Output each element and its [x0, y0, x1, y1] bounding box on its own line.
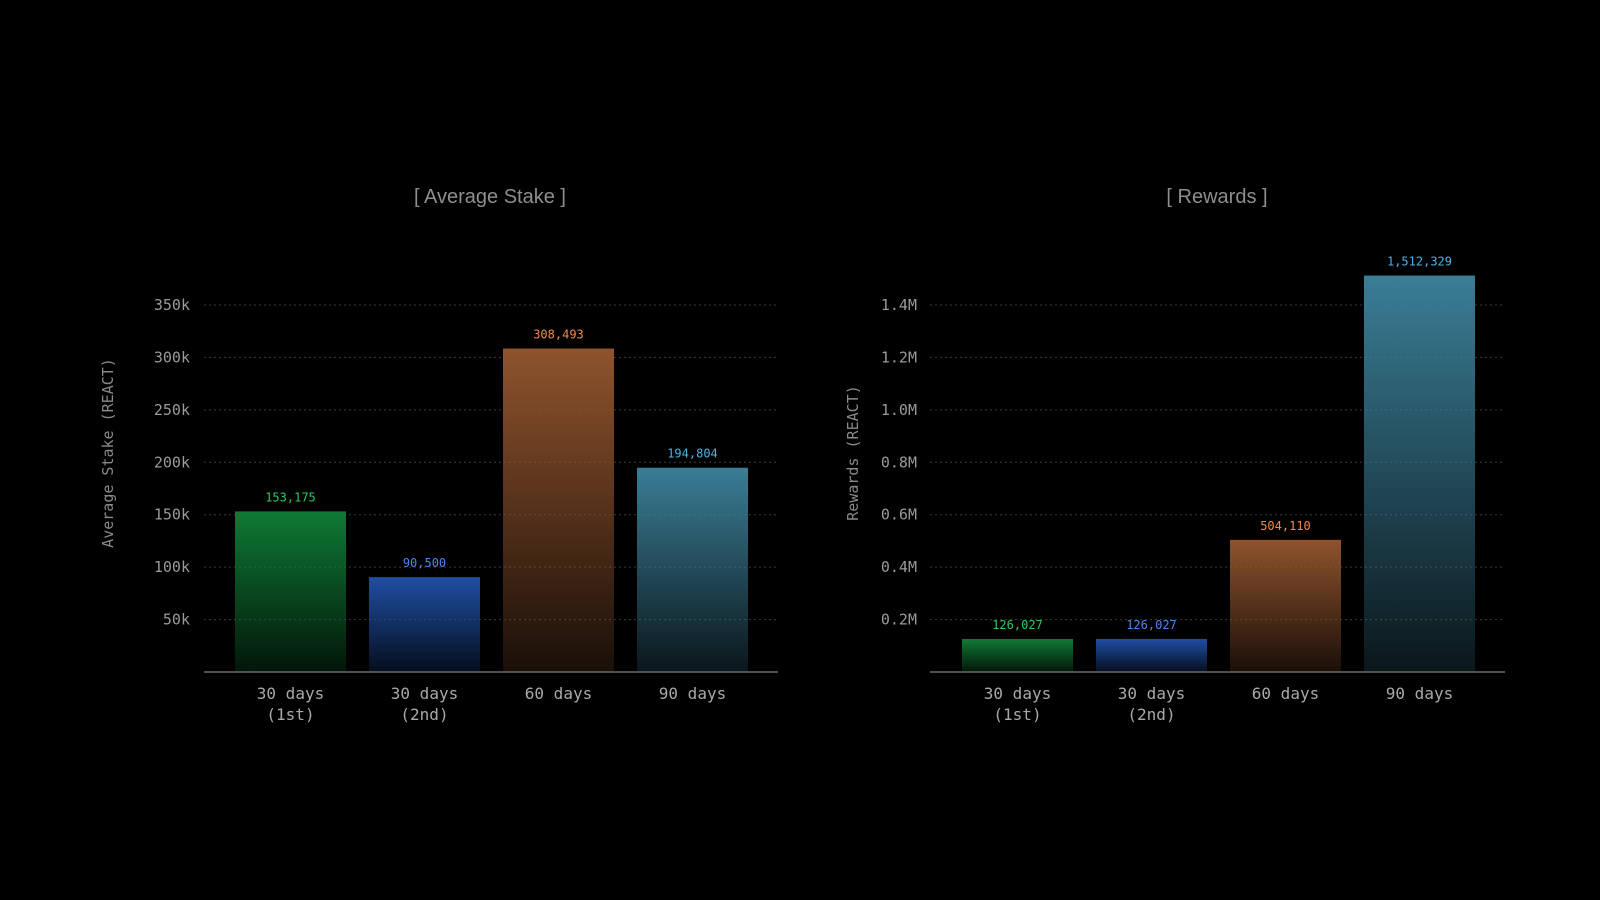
bar [1364, 275, 1475, 672]
data-label: 153,175 [265, 490, 316, 504]
y-tick-label: 250k [154, 401, 190, 419]
x-tick-label: 60 days [525, 684, 592, 703]
data-label: 308,493 [533, 328, 584, 342]
bar [637, 467, 748, 672]
x-tick-label: 30 days (1st) [984, 684, 1051, 724]
bar [235, 511, 346, 672]
y-tick-label: 1.4M [881, 296, 917, 314]
data-label: 504,110 [1260, 519, 1311, 533]
data-label: 194,804 [667, 447, 718, 461]
y-tick-label: 350k [154, 296, 190, 314]
y-tick-label: 300k [154, 348, 190, 366]
y-tick-label: 50k [163, 611, 190, 629]
y-axis-label: Rewards (REACT) [844, 385, 862, 520]
x-tick-label: 30 days (2nd) [391, 684, 458, 724]
bar [503, 348, 614, 672]
bar [1096, 638, 1207, 672]
y-tick-label: 1.2M [881, 348, 917, 366]
x-tick-label: 30 days (2nd) [1118, 684, 1185, 724]
y-tick-label: 200k [154, 453, 190, 471]
y-tick-label: 150k [154, 506, 190, 524]
y-tick-label: 1.0M [881, 401, 917, 419]
chart-title: [ Rewards ] [1166, 186, 1267, 208]
y-tick-label: 100k [154, 558, 190, 576]
x-tick-label: 90 days [659, 684, 726, 703]
x-tick-label: 90 days [1386, 684, 1453, 703]
rewards-chart: [ Rewards ] Rewards (REACT) 0.2M 0.4M 0.6M… [844, 186, 1505, 724]
average-stake-chart: [ Average Stake ] Average Stake (REACT) … [99, 186, 778, 724]
y-tick-label: 0.6M [881, 506, 917, 524]
data-label: 1,512,329 [1387, 255, 1452, 269]
bar [1230, 539, 1341, 672]
bar [369, 577, 480, 672]
y-tick-label: 0.8M [881, 453, 917, 471]
y-axis-label: Average Stake (REACT) [99, 358, 117, 548]
data-label: 126,027 [1126, 618, 1177, 632]
chart-title: [ Average Stake ] [414, 186, 566, 208]
data-label: 126,027 [992, 618, 1043, 632]
x-tick-label: 30 days (1st) [257, 684, 324, 724]
bar [962, 638, 1073, 672]
x-tick-label: 60 days [1252, 684, 1319, 703]
y-tick-label: 0.2M [881, 611, 917, 629]
y-tick-label: 0.4M [881, 558, 917, 576]
data-label: 90,500 [403, 556, 446, 570]
